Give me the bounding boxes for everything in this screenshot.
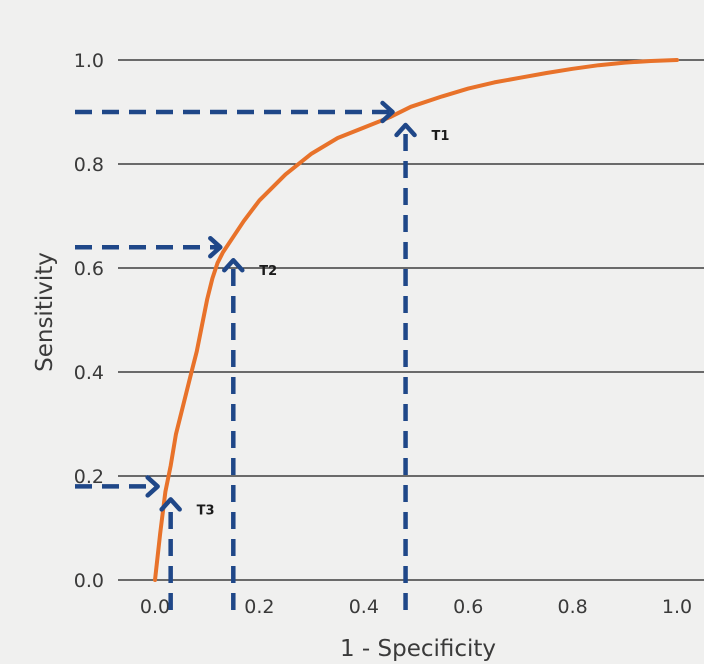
threshold-t2: T2 bbox=[75, 235, 277, 610]
y-axis-title: Sensitivity bbox=[32, 252, 58, 372]
x-tick-label: 0.4 bbox=[349, 596, 379, 618]
roc-curve-line bbox=[153, 58, 679, 582]
y-tick-label: 1.0 bbox=[74, 50, 104, 72]
y-tick-label: 0.2 bbox=[74, 466, 104, 488]
threshold-markers: T1 T2 T3 bbox=[75, 100, 450, 610]
arrowhead-up-icon bbox=[394, 122, 417, 138]
threshold-label: T2 bbox=[259, 264, 277, 279]
threshold-t3: T3 bbox=[75, 475, 215, 610]
y-tick-label: 0.6 bbox=[74, 258, 104, 280]
y-tick-label: 0.8 bbox=[74, 154, 104, 176]
arrowhead-right-icon bbox=[145, 475, 160, 498]
x-tick-label: 0.0 bbox=[140, 596, 170, 618]
threshold-label: T3 bbox=[197, 503, 215, 518]
x-tick-label: 0.2 bbox=[244, 596, 274, 618]
x-tick-label: 0.8 bbox=[557, 596, 587, 618]
arrowhead-up-icon bbox=[222, 257, 245, 273]
y-tick-label: 0.0 bbox=[74, 570, 104, 592]
y-tick-labels: 0.0 0.2 0.4 0.6 0.8 1.0 bbox=[74, 50, 104, 592]
threshold-t1: T1 bbox=[75, 100, 450, 610]
arrowhead-right-icon bbox=[208, 235, 223, 259]
threshold-label: T1 bbox=[432, 129, 450, 144]
x-tick-label: 0.6 bbox=[453, 596, 483, 618]
x-axis-title: 1 - Specificity bbox=[340, 636, 496, 662]
x-tick-label: 1.0 bbox=[662, 596, 692, 618]
arrowhead-up-icon bbox=[159, 497, 182, 512]
arrowhead-right-icon bbox=[380, 100, 395, 124]
x-tick-labels: 0.0 0.2 0.4 0.6 0.8 1.0 bbox=[140, 596, 692, 618]
y-tick-label: 0.4 bbox=[74, 362, 104, 384]
